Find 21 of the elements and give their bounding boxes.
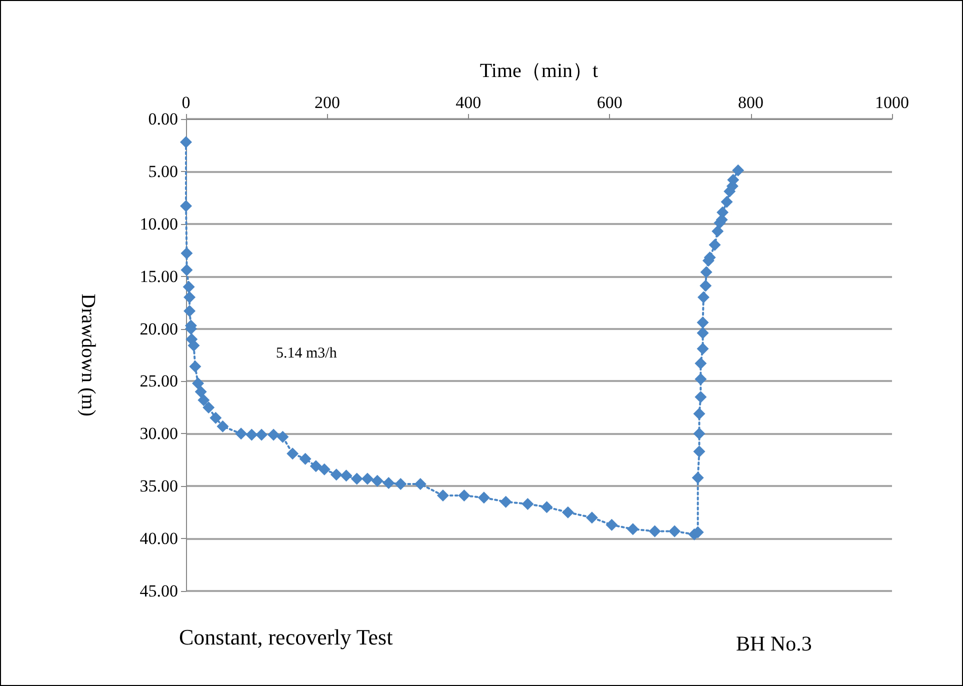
x-tick-label: 400 — [456, 93, 482, 112]
annotation: 5.14 m3/h — [276, 346, 338, 362]
y-tick-label: 45.00 — [140, 582, 178, 600]
text: BH No.3 — [736, 632, 812, 656]
y-tick-label: 0.00 — [148, 110, 178, 128]
y-tick-label: 5.00 — [148, 162, 178, 181]
y-tick-label: 25.00 — [140, 372, 178, 391]
y-tick-label: 30.00 — [140, 424, 178, 444]
y-tick-label: 15.00 — [140, 266, 178, 286]
x-tick-label: 600 — [596, 93, 622, 112]
x-axis-title: Time（min）t — [480, 60, 599, 82]
y-tick-label: 40.00 — [140, 529, 178, 548]
y-tick-label: 20.00 — [140, 319, 178, 338]
text: Constant, recoverly Test — [179, 624, 393, 650]
x-tick-label: 800 — [738, 93, 764, 112]
x-tick-label: 0 — [182, 93, 190, 112]
y-axis-title: Drawdown (m) — [77, 294, 99, 416]
x-tick-label: 1000 — [875, 93, 909, 112]
y-tick-label: 10.00 — [140, 214, 178, 234]
x-tick-label: 200 — [314, 93, 340, 112]
y-tick-label: 35.00 — [140, 476, 178, 496]
